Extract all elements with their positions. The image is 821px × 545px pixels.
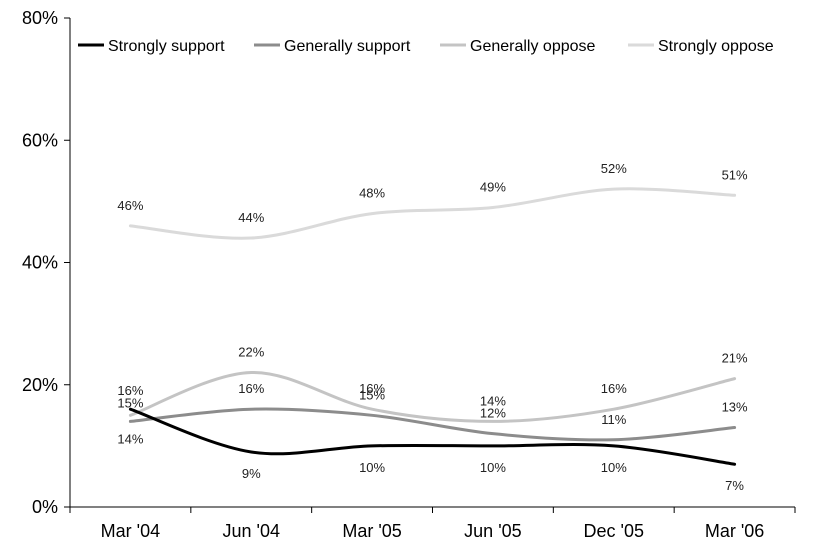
legend-item-generally-support: Generally support [254,38,411,55]
series-line-generally-oppose [128,371,737,423]
legend-item-strongly-support: Strongly support [78,38,225,55]
data-label-strongly-support: 7% [725,478,744,493]
legend-label: Generally oppose [470,38,596,55]
data-label-generally-oppose: 15% [117,395,143,410]
y-tick-label: 60% [22,130,58,150]
x-tick-label: Jun '04 [223,521,280,541]
series-line-strongly-support [128,407,737,466]
data-label-strongly-oppose: 51% [722,167,748,182]
legend: Strongly support Generally support General… [78,38,774,55]
data-label-generally-oppose: 22% [238,345,264,360]
x-tick-label: Dec '05 [584,521,644,541]
data-label-generally-oppose: 16% [359,381,385,396]
legend-label: Strongly support [108,38,225,55]
data-label-generally-support: 16% [238,381,264,396]
series-lines [128,187,737,466]
x-tick-label: Jun '05 [464,521,521,541]
series-line-strongly-oppose [128,187,737,240]
data-label-strongly-support: 10% [601,460,627,475]
legend-item-generally-oppose: Generally oppose [440,38,596,55]
legend-label: Generally support [284,38,411,55]
data-label-strongly-support: 9% [242,466,261,481]
x-tick-label: Mar '04 [101,521,160,541]
x-tick-label: Mar '06 [705,521,764,541]
data-label-strongly-oppose: 52% [601,161,627,176]
data-label-generally-oppose: 16% [601,381,627,396]
series-line-generally-support [128,407,737,442]
data-label-generally-support: 12% [480,406,506,421]
axes: 0% 20% 40% 60% 80% Mar '04 Jun '04 Mar '05 Jun '… [22,8,796,541]
data-label-strongly-oppose: 48% [359,186,385,201]
data-label-generally-oppose: 14% [480,393,506,408]
data-label-strongly-support: 16% [117,383,143,398]
data-label-generally-support: 15% [359,387,385,402]
legend-item-strongly-oppose: Strongly oppose [628,38,774,55]
data-label-strongly-support: 10% [359,460,385,475]
x-tick-label: Mar '05 [342,521,401,541]
legend-label: Strongly oppose [658,38,774,55]
data-label-generally-support: 11% [601,412,626,427]
data-label-strongly-oppose: 44% [238,210,264,225]
y-tick-label: 20% [22,375,58,395]
data-label-generally-oppose: 21% [722,351,748,366]
data-label-generally-support: 13% [722,400,748,415]
data-label-generally-support: 14% [117,431,143,446]
y-tick-label: 40% [22,253,58,273]
data-label-strongly-oppose: 46% [117,198,143,213]
data-label-strongly-support: 10% [480,460,506,475]
y-tick-label: 80% [22,8,58,28]
y-tick-label: 0% [32,497,58,517]
data-label-strongly-oppose: 49% [480,179,506,194]
data-labels: 16%9% 10% 10% 10%7%14%16% 15%12% 11%13%15%22%… [117,161,748,493]
